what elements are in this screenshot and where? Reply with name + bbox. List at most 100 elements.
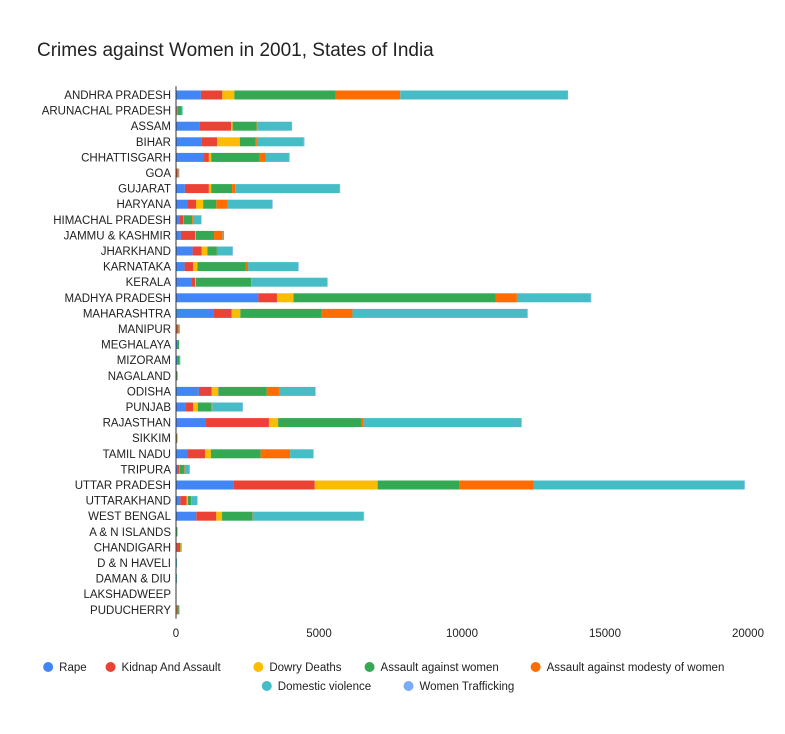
- legend-item[interactable]: Assault against women: [364, 662, 499, 674]
- category-label: PUDUCHERRY: [90, 605, 171, 617]
- bar-segment: [214, 230, 223, 240]
- bar-segment: [193, 402, 198, 412]
- bar-segment: [183, 215, 193, 225]
- bar-segment: [176, 574, 177, 584]
- category-label: GOA: [145, 168, 171, 180]
- legend-label: Assault against women: [381, 662, 499, 674]
- bar-segment: [176, 137, 202, 147]
- category-label: TAMIL NADU: [103, 449, 171, 461]
- bar-segment: [176, 168, 178, 178]
- bar-segment: [232, 121, 257, 131]
- bar-segment: [176, 277, 193, 287]
- category-labels: ANDHRA PRADESH ARUNACHAL PRADESH ASSAM BIHA…: [42, 90, 172, 617]
- bar-segment: [590, 293, 592, 303]
- bar-segment: [176, 496, 181, 506]
- bar-segment: [278, 386, 315, 396]
- bar-segment: [176, 184, 185, 194]
- bar-segment: [177, 605, 179, 615]
- bar-segment: [231, 308, 241, 318]
- bar-segment: [268, 418, 279, 428]
- category-label: CHHATTISGARH: [81, 152, 171, 164]
- bar-segment: [177, 340, 178, 350]
- legend: Rape Kidnap And Assault Dowry Deaths Assaul…: [43, 662, 724, 693]
- category-label: MADHYA PRADESH: [64, 293, 171, 305]
- category-label: ANDHRA PRADESH: [64, 90, 171, 102]
- bar-segment: [213, 308, 232, 318]
- bar-segment: [208, 152, 212, 162]
- bar-segment: [180, 542, 181, 552]
- bar-segment: [203, 199, 217, 209]
- bar-segment: [258, 293, 277, 303]
- legend-label: Dowry Deaths: [269, 662, 341, 674]
- bar-segment: [278, 418, 362, 428]
- bar-segment: [339, 184, 341, 194]
- bar-segment: [179, 355, 181, 365]
- category-label: GUJARAT: [118, 184, 171, 196]
- category-label: DAMAN & DIU: [96, 574, 171, 586]
- bar-segment: [303, 137, 305, 147]
- bar-segment: [255, 137, 257, 147]
- legend-item[interactable]: Women Trafficking: [403, 681, 515, 693]
- bar-segment: [196, 511, 217, 521]
- x-tick-label: 10000: [446, 628, 478, 640]
- category-label: UTTAR PRADESH: [75, 480, 171, 492]
- legend-item[interactable]: Domestic violence: [261, 681, 371, 693]
- bar-segment: [191, 496, 192, 506]
- x-tick-label: 15000: [589, 628, 621, 640]
- bar-segment: [204, 152, 209, 162]
- legend-item[interactable]: Kidnap And Assault: [105, 662, 222, 674]
- category-label: ARUNACHAL PRADESH: [42, 106, 171, 118]
- bar-segment: [176, 262, 185, 272]
- bar-segment: [216, 246, 218, 256]
- category-label: TRIPURA: [121, 464, 172, 476]
- bar-segment: [248, 262, 299, 272]
- category-label: ODISHA: [127, 386, 171, 398]
- bar-segment: [363, 418, 522, 428]
- category-label: A & N ISLANDS: [89, 527, 171, 539]
- bar-segment: [199, 121, 232, 131]
- category-label: ASSAM: [131, 121, 171, 133]
- bar-segment: [315, 386, 316, 396]
- bar-segment: [192, 246, 202, 256]
- category-label: JHARKHAND: [101, 246, 171, 258]
- bar-segment: [180, 230, 196, 240]
- bar-segment: [176, 324, 179, 334]
- legend-item[interactable]: Dowry Deaths: [253, 662, 342, 674]
- bar-segment: [176, 355, 178, 365]
- legend-swatch: [261, 681, 272, 691]
- bar-segment: [176, 464, 178, 474]
- bar-segment: [180, 542, 182, 552]
- bar-segment: [176, 340, 178, 350]
- bar-segment: [176, 106, 178, 116]
- bar-segment: [201, 246, 208, 256]
- category-label: BIHAR: [136, 137, 171, 149]
- legend-swatch: [530, 662, 541, 672]
- category-label: HARYANA: [116, 199, 171, 211]
- bar-segment: [177, 168, 179, 178]
- legend-label: Assault against modesty of women: [547, 662, 725, 674]
- bar-segment: [233, 480, 315, 490]
- x-tick-label: 20000: [732, 628, 764, 640]
- bar-segment: [352, 308, 528, 318]
- bar-segment: [744, 480, 745, 490]
- bar-segment: [176, 605, 177, 615]
- legend-item[interactable]: Assault against modesty of women: [530, 662, 725, 674]
- bar-segment: [231, 121, 233, 131]
- bar-segment: [256, 121, 258, 131]
- bar-segment: [260, 449, 291, 459]
- bar-segment: [197, 402, 212, 412]
- bar-segment: [188, 496, 192, 506]
- bar-segment: [252, 511, 364, 521]
- bar-segment: [192, 277, 196, 287]
- bar-segment: [327, 277, 328, 287]
- category-label: MEGHALAYA: [101, 340, 171, 352]
- bar-segment: [200, 90, 223, 100]
- bar-segment: [176, 152, 205, 162]
- bar-segment: [222, 230, 225, 240]
- legend-item[interactable]: Rape: [43, 662, 87, 674]
- bar-segment: [176, 511, 197, 521]
- bar-segment: [181, 106, 183, 116]
- bar-segment: [211, 152, 260, 162]
- bar-segment: [184, 464, 190, 474]
- bar-segment: [239, 137, 256, 147]
